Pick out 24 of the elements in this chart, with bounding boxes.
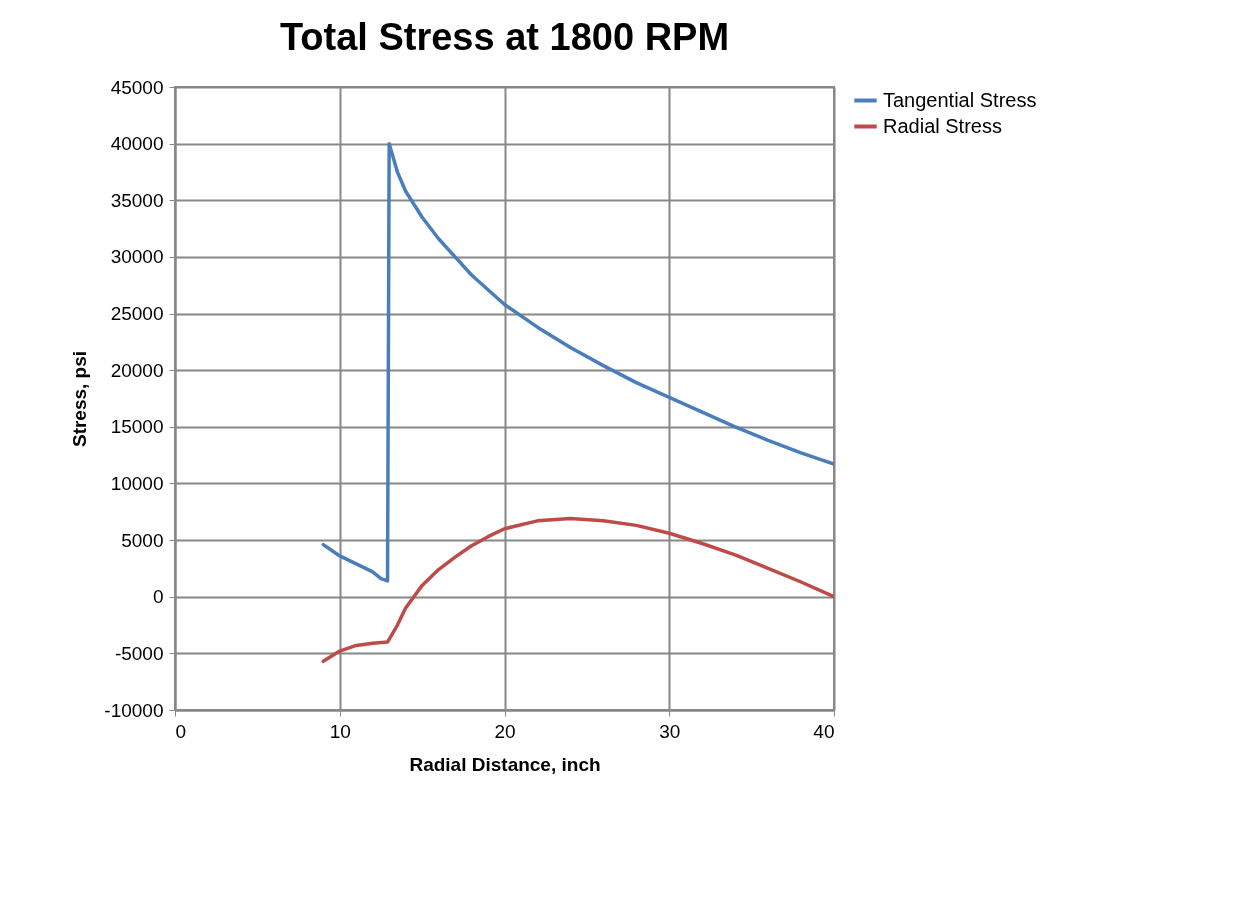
y-tick-label: 35000 bbox=[110, 189, 164, 211]
x-tick-label: 40 bbox=[813, 720, 835, 742]
y-tick-label: 20000 bbox=[110, 359, 164, 381]
x-tick-label: 0 bbox=[175, 720, 187, 742]
y-tick-label: 25000 bbox=[110, 303, 164, 325]
y-tick-label: 15000 bbox=[110, 416, 164, 438]
y-tick-label: 5000 bbox=[121, 529, 164, 551]
line-series bbox=[321, 141, 834, 583]
y-tick-label: -10000 bbox=[104, 699, 164, 721]
y-axis-title: Stress, psi bbox=[69, 350, 91, 448]
y-tick-label: 45000 bbox=[110, 76, 164, 98]
legend-label: Tangential Stress bbox=[883, 88, 1037, 111]
x-tick-label: 30 bbox=[659, 720, 681, 742]
y-tick-label: -5000 bbox=[114, 642, 164, 664]
y-tick-label: 0 bbox=[152, 586, 164, 608]
chart-title: Total Stress at 1800 RPM bbox=[279, 16, 730, 58]
legend-label: Radial Stress bbox=[883, 114, 1002, 137]
x-axis-title: Radial Distance, inch bbox=[409, 753, 601, 775]
x-tick-label: 10 bbox=[329, 720, 351, 742]
y-tick-label: 40000 bbox=[110, 133, 164, 155]
y-tick-label: 10000 bbox=[110, 472, 164, 494]
y-tick-label: 30000 bbox=[110, 246, 164, 268]
x-tick-label: 20 bbox=[494, 720, 516, 742]
line-series bbox=[321, 516, 834, 664]
